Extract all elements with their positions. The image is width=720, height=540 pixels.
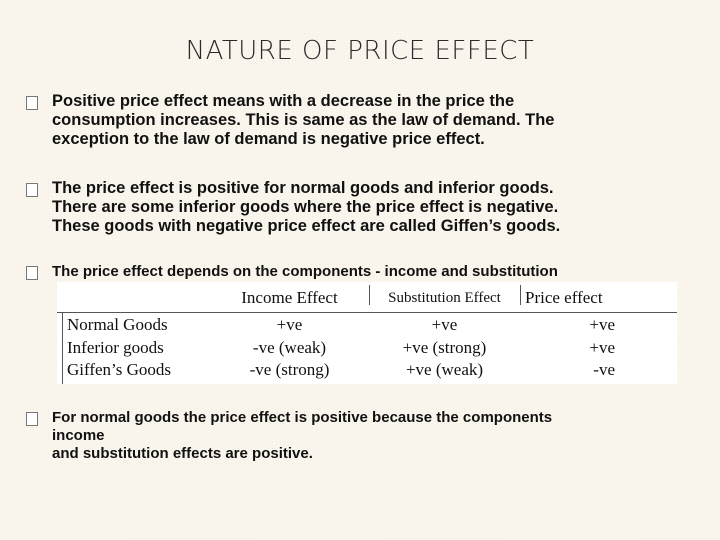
header-income-effect: Income Effect	[241, 288, 338, 307]
bullet-1-line-3: exception to the law of demand is negati…	[52, 130, 485, 148]
title-container: NATURE OF PRICE EFFECT	[0, 36, 720, 66]
income-effect-cell: -ve (weak)	[252, 338, 327, 357]
square-bullet-icon	[26, 266, 38, 280]
bullet-text-4: For normal goods the price effect is pos…	[52, 409, 692, 463]
row-label: Inferior goods	[67, 338, 164, 357]
price-effect-cell: +ve	[589, 315, 615, 334]
square-bullet-icon	[26, 412, 38, 426]
table-divider	[520, 285, 521, 305]
square-bullet-icon	[26, 183, 38, 197]
substitution-effect-cell: +ve	[431, 315, 458, 334]
price-effect-cell: +ve	[589, 338, 615, 357]
bullet-4-line-1: For normal goods the price effect is pos…	[52, 409, 553, 426]
table-divider	[369, 285, 370, 305]
table-row: Giffen’s Goods -ve (strong) +ve (weak) -…	[57, 359, 677, 381]
income-effect-cell: +ve	[276, 315, 303, 334]
bullet-text-1: Positive price effect means with a decre…	[52, 92, 692, 149]
table-row: Normal Goods +ve +ve +ve	[57, 314, 677, 336]
bullet-1-line-1: Positive price effect means with a decre…	[52, 92, 515, 110]
square-bullet-icon	[26, 96, 38, 110]
bullet-2-line-2: There are some inferior goods where the …	[52, 198, 559, 216]
bullet-2-line-3: These goods with negative price effect a…	[52, 217, 561, 235]
substitution-effect-cell: +ve (weak)	[405, 360, 484, 379]
bullet-text-2: The price effect is positive for normal …	[52, 179, 692, 236]
table-row: Inferior goods -ve (weak) +ve (strong) +…	[57, 337, 677, 359]
bullet-3-line-1: The price effect depends on the componen…	[52, 263, 558, 280]
table-header-row: Income Effect Substitution Effect Price …	[57, 287, 677, 309]
table-header-rule	[57, 312, 677, 313]
row-label: Giffen’s Goods	[67, 360, 172, 379]
slide-title: NATURE OF PRICE EFFECT	[185, 36, 535, 66]
row-label: Normal Goods	[67, 315, 168, 334]
header-substitution-effect: Substitution Effect	[388, 290, 501, 306]
income-effect-cell: -ve (strong)	[249, 360, 330, 379]
bullet-4-line-3: and substitution effects are positive.	[52, 445, 313, 462]
bullet-2-line-1: The price effect is positive for normal …	[52, 179, 554, 197]
effects-table: Income Effect Substitution Effect Price …	[57, 282, 677, 384]
table-left-rule	[62, 312, 63, 384]
price-effect-cell: -ve	[593, 360, 615, 379]
bullet-1-line-2: consumption increases. This is same as t…	[52, 111, 555, 129]
bullet-4-line-2: income	[52, 427, 105, 444]
substitution-effect-cell: +ve (strong)	[402, 338, 487, 357]
header-price-effect: Price effect	[525, 288, 603, 307]
bullet-text-3: The price effect depends on the componen…	[52, 263, 692, 281]
